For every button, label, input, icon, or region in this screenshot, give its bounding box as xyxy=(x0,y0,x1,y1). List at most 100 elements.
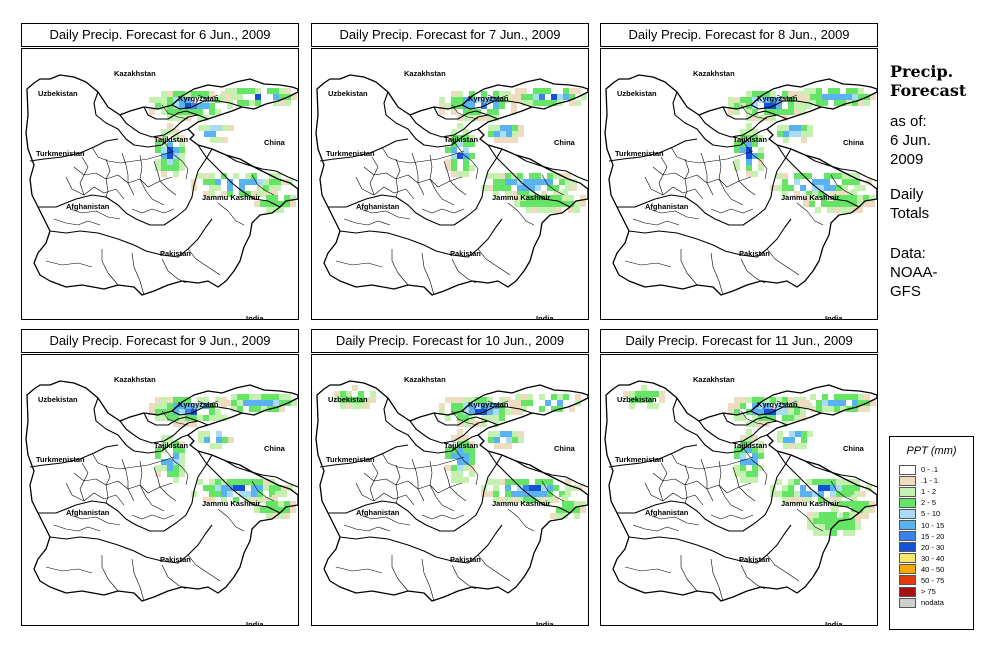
precip-cell xyxy=(203,179,209,185)
precip-cell xyxy=(526,207,532,213)
precip-cell xyxy=(487,415,493,421)
precip-cell xyxy=(532,207,538,213)
precip-cell xyxy=(556,513,562,519)
precip-cell xyxy=(179,453,185,459)
precip-cell xyxy=(849,530,855,536)
country-border xyxy=(38,454,213,532)
country-border xyxy=(722,106,778,120)
precip-cell xyxy=(758,147,764,153)
precip-cell xyxy=(734,471,740,477)
forecast-map: Kazakhstan Uzbekistan Kyrgyzstan Tajikistan… xyxy=(600,48,878,320)
precip-cell xyxy=(245,179,251,185)
precip-cell xyxy=(451,153,457,159)
precip-cell xyxy=(794,173,800,179)
precip-cell xyxy=(517,173,523,179)
precip-cell xyxy=(511,109,517,115)
legend-swatch xyxy=(899,486,916,497)
precip-cell xyxy=(273,100,279,106)
precip-cell xyxy=(161,459,167,465)
precip-cell xyxy=(846,88,852,94)
precip-cell xyxy=(752,103,758,109)
precip-cell xyxy=(209,191,215,197)
precip-cell xyxy=(842,179,848,185)
precip-cell xyxy=(514,195,520,201)
precip-cell xyxy=(550,201,556,207)
precip-cell xyxy=(851,501,857,507)
precip-cell xyxy=(517,191,523,197)
precip-cell xyxy=(179,141,185,147)
province-border xyxy=(161,104,189,120)
precip-cell xyxy=(290,201,296,207)
precip-cell xyxy=(845,207,851,213)
precip-cell xyxy=(782,173,788,179)
country-label: Kyrgyzstan xyxy=(757,400,798,409)
province-border xyxy=(507,508,535,532)
precip-cell xyxy=(816,88,822,94)
precip-cell xyxy=(846,394,852,400)
country-label: Kazakhstan xyxy=(114,69,156,78)
precip-cell xyxy=(806,103,812,109)
legend-label: > 75 xyxy=(921,587,936,597)
precip-cell xyxy=(514,201,520,207)
precip-cell xyxy=(457,477,463,483)
province-border xyxy=(69,208,121,220)
precip-cell xyxy=(547,179,553,185)
precip-cell xyxy=(173,91,179,97)
precip-cell xyxy=(734,141,740,147)
country-border xyxy=(225,460,298,488)
province-border xyxy=(658,156,668,196)
precip-cell xyxy=(493,403,499,409)
precip-cell xyxy=(523,485,529,491)
precip-cell xyxy=(836,479,842,485)
precip-cell xyxy=(782,185,788,191)
forecast-panel: Daily Precip. Forecast for 11 Jun., 2009… xyxy=(600,329,878,626)
precip-cell xyxy=(758,97,764,103)
province-border xyxy=(624,260,672,268)
precip-cell xyxy=(517,185,523,191)
precip-cell xyxy=(854,491,860,497)
precip-cell xyxy=(858,88,864,94)
precip-cell xyxy=(550,195,556,201)
precip-cell xyxy=(746,109,752,115)
precip-cell xyxy=(469,409,475,415)
precip-cell xyxy=(439,403,445,409)
precip-cell xyxy=(167,97,173,103)
precip-cell xyxy=(228,437,234,443)
map-svg: Kazakhstan Uzbekistan Kyrgyzstan Tajikistan… xyxy=(25,375,298,625)
precip-cell xyxy=(173,421,179,427)
precip-cell xyxy=(221,479,227,485)
precip-cell xyxy=(273,88,279,94)
legend-label: 30 - 40 xyxy=(921,553,945,563)
precip-cell xyxy=(515,400,521,406)
precip-cell xyxy=(173,103,179,109)
province-border xyxy=(670,452,754,470)
precip-cell xyxy=(487,409,493,415)
country-label: India xyxy=(536,620,554,625)
precip-cell xyxy=(173,415,179,421)
precip-cell xyxy=(251,497,257,503)
province-border xyxy=(161,564,187,590)
province-border xyxy=(343,524,391,532)
precip-cell xyxy=(629,403,635,409)
precip-cell xyxy=(469,447,475,453)
precip-cell xyxy=(155,159,161,165)
precip-cell xyxy=(227,491,233,497)
precip-cell xyxy=(863,201,869,207)
precip-cell xyxy=(266,201,272,207)
precip-cell xyxy=(857,501,863,507)
precip-cell xyxy=(863,507,869,513)
precip-cell xyxy=(463,421,469,427)
precip-cell xyxy=(231,400,237,406)
precip-cell xyxy=(836,173,842,179)
precip-cell xyxy=(852,94,858,100)
precip-cell xyxy=(764,403,770,409)
precip-cell xyxy=(539,406,545,412)
precip-cell xyxy=(239,485,245,491)
precip-cell xyxy=(155,147,161,153)
precip-cell xyxy=(263,179,269,185)
precip-cell xyxy=(521,400,527,406)
precip-cell xyxy=(161,129,167,135)
precip-cell xyxy=(475,403,481,409)
precip-cell xyxy=(198,437,204,443)
precip-cell xyxy=(469,91,475,97)
